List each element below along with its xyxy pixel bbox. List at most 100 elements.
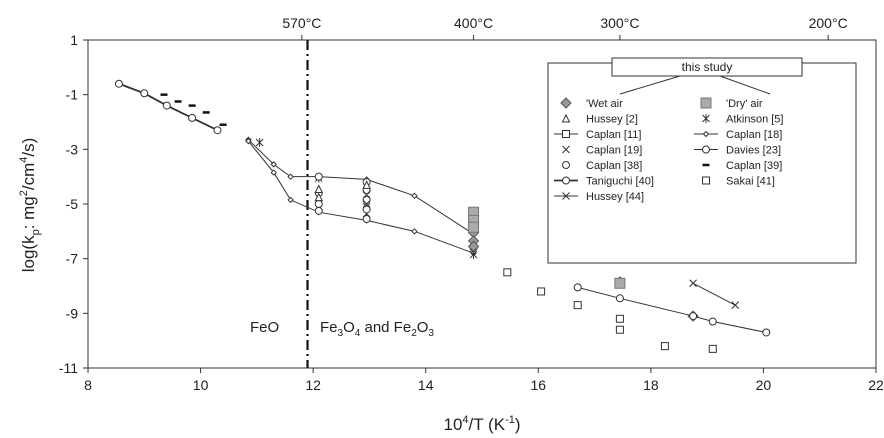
point-circle (362, 215, 371, 224)
data-point (615, 314, 624, 323)
series-caplan-18 (245, 136, 477, 238)
data-point (362, 190, 371, 199)
series-davies-23 (573, 283, 771, 337)
data-point (702, 130, 710, 138)
data-point (615, 294, 624, 303)
data-point (287, 173, 294, 180)
legend-header: this study (682, 60, 733, 74)
data-point (614, 277, 626, 289)
legend-label: Atkinson [5] (726, 114, 783, 126)
legend-arrow-left (619, 75, 681, 95)
legend-label: 'Dry' air (726, 98, 763, 110)
point-square (537, 287, 546, 296)
series-line (248, 140, 474, 254)
series-layer (114, 79, 771, 353)
data-point (562, 130, 570, 138)
point-diamond (702, 130, 710, 138)
data-point (700, 97, 712, 109)
point-square (573, 301, 582, 310)
data-point (702, 114, 710, 123)
legend-label: Caplan [39] (726, 160, 782, 172)
data-point (468, 221, 480, 233)
data-point (255, 138, 264, 147)
top-tick-label: 200°C (809, 15, 848, 31)
data-point (213, 126, 222, 135)
y-tick-label: -3 (66, 141, 79, 157)
data-point (573, 301, 582, 310)
legend-box (547, 62, 857, 264)
point-square-filled (700, 97, 712, 109)
point-diamond (287, 196, 294, 204)
data-point (560, 97, 572, 109)
point-diamond (245, 137, 252, 145)
legend: this study 'Wet air 'Dry' air Hussey [2] Atk… (547, 57, 857, 264)
point-circle (114, 79, 123, 88)
point-square (660, 342, 669, 351)
data-point (362, 200, 371, 208)
series-line (692, 282, 736, 306)
data-point (573, 283, 582, 292)
point-x (562, 192, 570, 200)
point-square-filled (614, 277, 626, 289)
point-circle (140, 89, 149, 98)
data-point (708, 317, 717, 326)
legend-header-box (611, 57, 803, 77)
data-point (561, 113, 571, 123)
data-point (702, 145, 710, 154)
x-tick-label: 8 (84, 377, 92, 393)
point-square (702, 176, 710, 185)
data-point (411, 192, 418, 200)
y-tick-label: -7 (66, 251, 79, 267)
legend-label: 'Wet air (586, 98, 623, 110)
point-diamond (270, 161, 277, 168)
series-sakai-41 (503, 268, 717, 353)
data-point (314, 172, 323, 181)
series-caplan-38 (314, 172, 478, 252)
series-taniguchi-40 (114, 79, 222, 135)
data-point (689, 279, 697, 288)
series-hussey-2 (314, 180, 371, 202)
data-point (162, 101, 171, 110)
x-axis-label: 104/T (K-1) (443, 414, 520, 434)
top-tick-label: 300°C (600, 15, 639, 31)
region-labels: FeO Fe3O4 and Fe2O3 (250, 319, 434, 339)
point-circle (314, 172, 323, 181)
data-point (287, 196, 294, 204)
point-circle (689, 312, 698, 321)
data-point (731, 301, 740, 309)
point-triangle (362, 180, 371, 189)
legend-label: Sakai [41] (726, 176, 775, 188)
point-x (362, 190, 371, 199)
data-point (270, 161, 277, 168)
data-point (503, 268, 512, 277)
x-tick-label: 22 (868, 377, 884, 393)
axis-labels: 104/T (K-1) log(kp: mg2/cm4/s) (18, 138, 521, 434)
point-x (689, 279, 697, 288)
data-point (562, 192, 570, 200)
point-circle (708, 317, 717, 326)
point-square-filled (468, 221, 480, 233)
plot-frame-layer: 8 10 12 14 16 18 20 22 1 -1 -3 -5 -7 -9 -11 (59, 32, 884, 393)
y-tick-label: -1 (66, 87, 79, 103)
point-square (615, 325, 624, 334)
x-tick-label: 12 (305, 377, 321, 393)
point-circle (573, 283, 582, 292)
series-dry-air (468, 206, 626, 289)
data-point (467, 240, 480, 253)
point-x (731, 301, 740, 309)
point-diamond (287, 173, 294, 180)
point-circle (314, 206, 323, 215)
point-diamond (411, 192, 418, 200)
data-point (314, 206, 323, 215)
data-point (270, 169, 277, 176)
series-caplan-39 (160, 93, 227, 126)
series-line (577, 286, 767, 333)
legend-label: Hussey [2] (586, 114, 638, 126)
data-point (615, 325, 624, 334)
data-point (188, 113, 197, 122)
data-point (362, 180, 371, 189)
y-tick-label: 1 (70, 32, 78, 48)
x-tick-label: 18 (643, 377, 659, 393)
x-tick-label: 10 (193, 377, 209, 393)
y-tick-label: -11 (59, 360, 78, 376)
